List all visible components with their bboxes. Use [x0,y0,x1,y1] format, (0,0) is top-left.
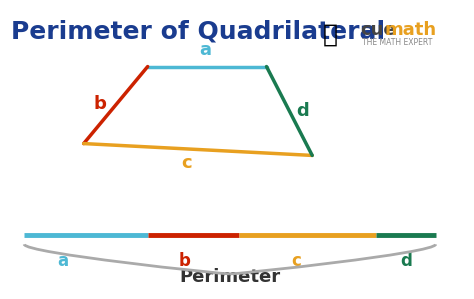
Text: math: math [384,21,437,39]
Text: a: a [57,252,69,270]
Text: cue: cue [360,21,396,39]
Text: b: b [93,94,106,113]
Text: c: c [292,252,301,270]
Text: Perimeter: Perimeter [179,268,281,286]
Text: a: a [199,41,211,59]
Text: Perimeter of Quadrilateral: Perimeter of Quadrilateral [10,19,385,43]
Text: d: d [400,252,412,270]
Text: b: b [178,252,190,270]
Text: d: d [297,102,310,120]
Text: c: c [181,154,192,172]
Text: THE MATH EXPERT: THE MATH EXPERT [363,38,433,48]
Text: 🚀: 🚀 [323,22,338,46]
